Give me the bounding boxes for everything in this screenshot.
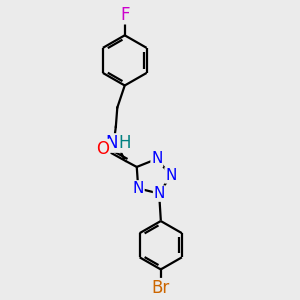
Text: N: N xyxy=(154,186,165,201)
Text: F: F xyxy=(120,6,130,24)
Text: O: O xyxy=(97,140,110,158)
Text: H: H xyxy=(118,134,131,152)
Text: N: N xyxy=(133,181,144,196)
Text: N: N xyxy=(105,134,118,152)
Text: Br: Br xyxy=(152,279,170,297)
Text: N: N xyxy=(165,168,176,183)
Text: N: N xyxy=(151,152,163,166)
